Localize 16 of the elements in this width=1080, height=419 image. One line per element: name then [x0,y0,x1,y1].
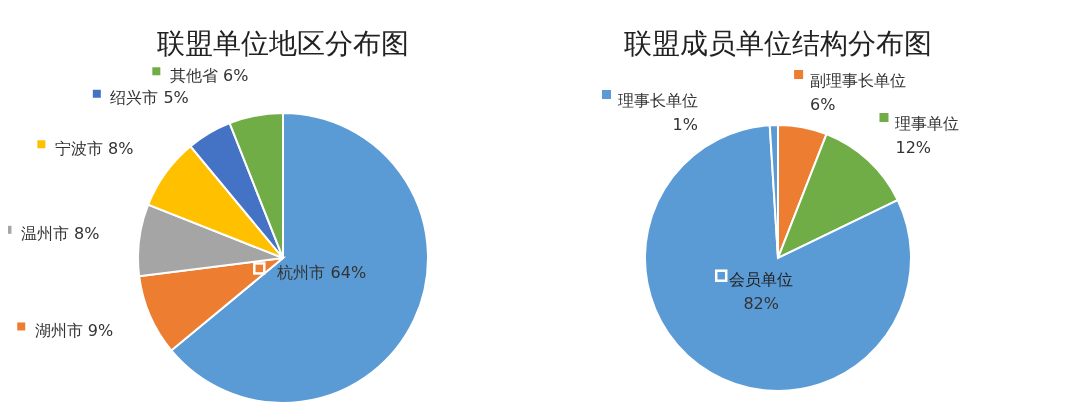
data-label: 1% [672,115,698,134]
data-label: 12% [895,138,932,158]
data-label: 6% [810,95,836,114]
chart-title: 联盟成员单位结构分布图 [624,27,932,60]
legend-label: 绍兴市 5% [110,88,189,108]
slice-label: 会员单位 [729,269,794,289]
chart-title: 联盟单位地区分布图 [157,27,409,60]
legend-label: 其他省 6% [169,65,249,85]
legend-label: 理事单位 [895,114,960,134]
legend-label: 温州市 8% [20,224,100,244]
data-label: 82% [743,293,780,313]
legend-label: 湖州市 9% [34,320,114,340]
slice-label: 杭州市 64% [276,262,367,282]
legend-label: 副理事长单位 [810,71,907,90]
legend-label: 宁波市 8% [54,138,134,158]
legend-label: 理事长单位 [618,91,698,110]
